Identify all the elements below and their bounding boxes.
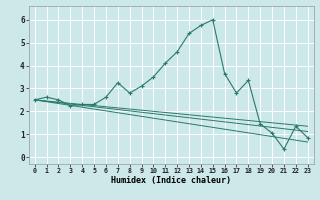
X-axis label: Humidex (Indice chaleur): Humidex (Indice chaleur) bbox=[111, 176, 231, 185]
